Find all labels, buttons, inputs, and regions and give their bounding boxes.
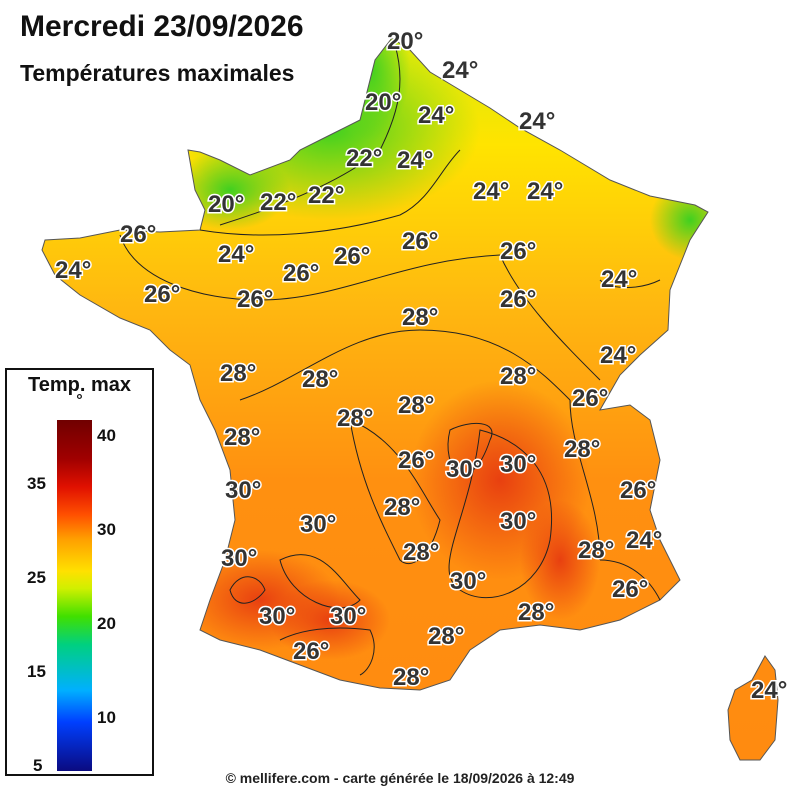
legend-unit: ° (76, 392, 83, 409)
temperature-label: 26° (334, 243, 370, 270)
temperature-label: 20° (208, 191, 244, 218)
temperature-label: 28° (578, 537, 614, 564)
temperature-label: 28° (337, 405, 373, 432)
temperature-label: 26° (500, 238, 536, 265)
temperature-label: 28° (500, 363, 536, 390)
legend-tick-5: 5 (33, 756, 43, 775)
temperature-label: 24° (600, 342, 636, 369)
temperature-label: 28° (403, 539, 439, 566)
temperature-label: 22° (260, 189, 296, 216)
temperature-label: 24° (527, 178, 563, 205)
temperature-label: 28° (393, 664, 429, 691)
temperature-labels: 20°24°20° 24° 24°22° 24°20° 22° 22° 24° 24°26°2… (54, 27, 789, 706)
temperature-label: 28° (224, 424, 260, 451)
isotherm-lines (119, 44, 661, 676)
temperature-label: 26° (612, 576, 648, 603)
temperature-label: 24° (751, 677, 787, 704)
temperature-label: 28° (428, 623, 464, 650)
temperature-legend: Temp. max ° 40 35 30 25 20 15 10 5 (5, 368, 154, 776)
temperature-label: 26° (120, 221, 156, 248)
temperature-label: 30° (300, 511, 336, 538)
temperature-label: 26° (398, 447, 434, 474)
temperature-label: 22° (346, 145, 382, 172)
temperature-label: 28° (398, 392, 434, 419)
legend-tick-25: 25 (27, 568, 46, 587)
temperature-label: 24° (397, 147, 433, 174)
temperature-label: 26° (144, 281, 180, 308)
temperature-label: 30° (450, 568, 486, 595)
temperature-label: 26° (500, 286, 536, 313)
map-subtitle: Températures maximales (20, 60, 295, 86)
legend-tick-20: 20 (97, 614, 116, 633)
temperature-label: 26° (237, 286, 273, 313)
legend-color-scale (57, 420, 92, 771)
temperature-label: 30° (225, 477, 261, 504)
temperature-label: 28° (518, 599, 554, 626)
temperature-label: 30° (221, 545, 257, 572)
temperature-label: 28° (302, 366, 338, 393)
temperature-label: 26° (283, 260, 319, 287)
country-outline (41, 37, 779, 761)
temperature-label: 24° (418, 102, 454, 129)
temperature-label: 30° (446, 456, 482, 483)
temperature-label: 24° (473, 178, 509, 205)
legend-tick-15: 15 (27, 662, 46, 681)
temperature-label: 24° (55, 257, 91, 284)
temperature-label: 30° (330, 603, 366, 630)
temperature-label: 30° (500, 451, 536, 478)
temperature-label: 24° (601, 266, 637, 293)
temperature-label: 26° (620, 477, 656, 504)
temperature-label: 30° (259, 603, 295, 630)
temperature-label: 20° (365, 89, 401, 116)
temperature-label: 24° (442, 57, 478, 84)
temperature-label: 28° (384, 494, 420, 521)
temperature-label: 30° (500, 508, 536, 535)
temperature-label: 26° (402, 228, 438, 255)
temperature-label: 26° (572, 385, 608, 412)
temperature-label: 24° (626, 527, 662, 554)
temperature-label: 24° (218, 241, 254, 268)
temperature-label: 20° (387, 28, 423, 55)
temperature-label: 22° (308, 182, 344, 209)
legend-tick-10: 10 (97, 708, 116, 727)
temperature-label: 26° (293, 638, 329, 665)
legend-title: Temp. max (28, 374, 131, 396)
legend-tick-40: 40 (97, 426, 116, 445)
legend-tick-35: 35 (27, 474, 46, 493)
temperature-label: 24° (519, 108, 555, 135)
map-title: Mercredi 23/09/2026 (20, 10, 304, 43)
footer-credit: © mellifere.com - carte générée le 18/09… (225, 770, 575, 786)
legend-tick-30: 30 (97, 520, 116, 539)
temperature-label: 28° (564, 436, 600, 463)
temperature-label: 28° (220, 360, 256, 387)
temperature-label: 28° (402, 304, 438, 331)
